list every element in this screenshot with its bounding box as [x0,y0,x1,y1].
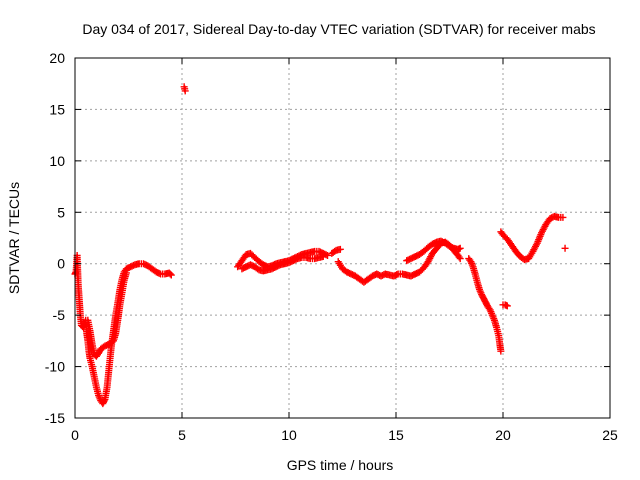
data-point [167,271,175,279]
data-point [456,255,464,263]
data-point [122,269,130,277]
y-tick-label: 5 [57,204,65,220]
data-point [456,244,464,252]
axis-ticks: 0 5 10 15 20 25 -15 -10 -5 0 5 10 15 20 [45,50,618,443]
x-tick-label: 20 [495,427,511,443]
y-tick-label: 0 [57,256,65,272]
y-tick-label: 10 [49,153,65,169]
data-points [71,83,569,408]
data-point [455,253,463,261]
y-tick-label: -5 [53,307,66,323]
data-point [324,251,332,259]
y-axis-title: SDTVAR / TECUs [6,182,22,294]
y-tick-label: 20 [49,50,65,66]
y-tick-label: 15 [49,101,65,117]
data-point [497,347,505,355]
x-tick-label: 5 [178,427,186,443]
data-point [100,397,108,405]
x-tick-label: 0 [71,427,79,443]
data-point [503,302,511,310]
data-point [561,244,569,252]
data-point [336,245,344,253]
data-point [319,253,327,261]
chart-title: Day 034 of 2017, Sidereal Day-to-day VTE… [82,21,595,37]
data-point [166,270,174,278]
y-tick-label: -15 [45,410,65,426]
data-point [181,87,189,95]
y-tick-label: -10 [45,359,65,375]
x-tick-label: 15 [388,427,404,443]
data-point [559,213,567,221]
x-tick-label: 25 [602,427,618,443]
x-tick-label: 10 [281,427,297,443]
plot-frame [74,57,611,419]
x-axis-title: GPS time / hours [287,457,394,473]
grid-lines [75,58,610,418]
